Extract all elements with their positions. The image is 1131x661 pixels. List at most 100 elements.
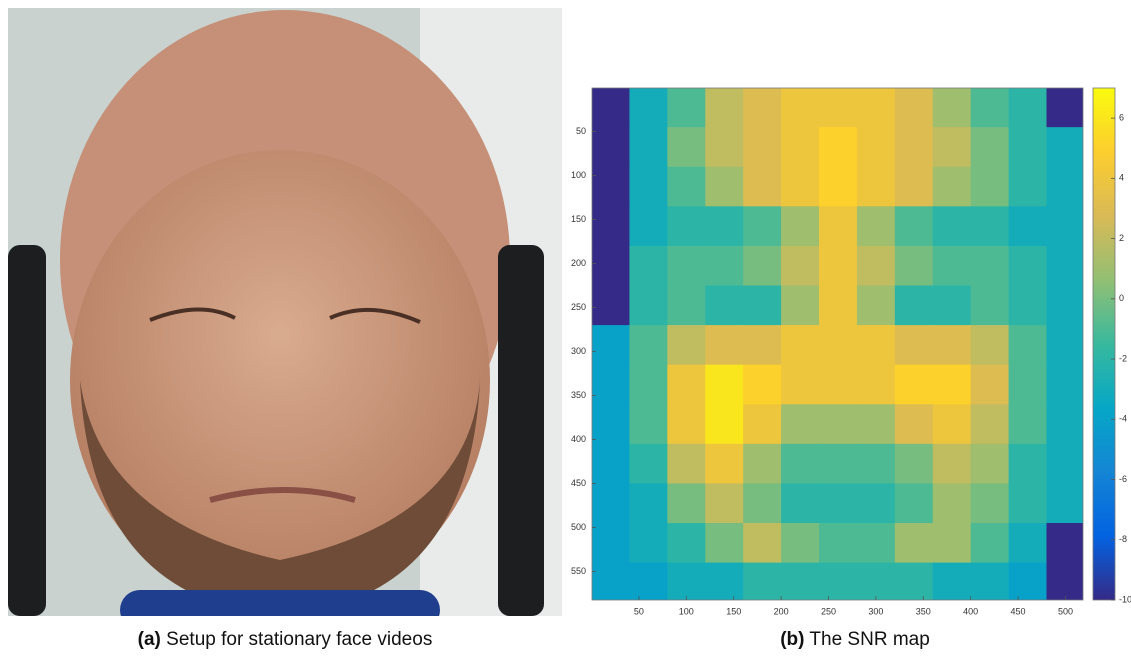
- heat-cell: [894, 127, 934, 168]
- heat-cell: [856, 127, 896, 168]
- heat-cell: [856, 88, 896, 128]
- heat-cell: [970, 523, 1010, 564]
- heat-cell: [856, 443, 896, 484]
- heat-cell: [856, 483, 896, 524]
- heat-cell: [705, 364, 744, 405]
- heat-cell: [894, 166, 934, 207]
- heat-cell: [667, 245, 706, 286]
- heat-cell: [1008, 404, 1048, 445]
- heat-cell: [629, 166, 668, 207]
- heat-cell: [1046, 364, 1083, 405]
- colorbar-tick-label: -10: [1119, 594, 1131, 604]
- heat-cell: [781, 88, 820, 128]
- heat-cell: [970, 127, 1010, 168]
- heat-cell: [592, 285, 630, 326]
- heat-cell: [781, 523, 820, 564]
- heat-cell: [856, 404, 896, 445]
- x-tick-label: 100: [679, 606, 694, 616]
- heat-cell: [856, 285, 896, 326]
- heat-cell: [932, 245, 972, 286]
- heat-cell: [667, 127, 706, 168]
- colorbar-tick-label: 4: [1119, 173, 1124, 183]
- x-tick-label: 200: [774, 606, 789, 616]
- heat-cell: [1046, 127, 1083, 168]
- heat-cell: [705, 166, 744, 207]
- heat-cell: [819, 127, 858, 168]
- heat-cell: [705, 325, 744, 366]
- heat-cell: [1008, 523, 1048, 564]
- x-tick-label: 300: [868, 606, 883, 616]
- heat-cell: [819, 562, 858, 600]
- x-tick-label: 350: [916, 606, 931, 616]
- heat-cell: [705, 562, 744, 600]
- heat-cell: [970, 404, 1010, 445]
- y-tick-label: 100: [571, 170, 586, 180]
- heat-cell: [743, 562, 782, 600]
- heat-cell: [705, 443, 744, 484]
- x-tick-label: 50: [634, 606, 644, 616]
- heat-cell: [1008, 245, 1048, 286]
- heat-cell: [667, 443, 706, 484]
- heat-cell: [743, 325, 782, 366]
- heat-cell: [629, 285, 668, 326]
- heat-cell: [705, 245, 744, 286]
- heat-cell: [592, 562, 630, 600]
- heat-cell: [856, 523, 896, 564]
- heat-cell: [819, 443, 858, 484]
- heat-cell: [1008, 562, 1048, 600]
- heat-cell: [932, 562, 972, 600]
- colorbar-tick-label: 6: [1119, 112, 1124, 122]
- colorbar-tick-label: 2: [1119, 233, 1124, 243]
- x-tick-label: 500: [1058, 606, 1073, 616]
- heat-cell: [894, 245, 934, 286]
- heat-cell: [705, 88, 744, 128]
- heat-cell: [970, 166, 1010, 207]
- heat-cell: [1046, 404, 1083, 445]
- heat-cell: [894, 443, 934, 484]
- caption-text: Setup for stationary face videos: [166, 629, 432, 650]
- heat-cell: [629, 245, 668, 286]
- y-tick-label: 150: [571, 214, 586, 224]
- heat-cell: [592, 325, 630, 366]
- caption: (a) Setup for stationary face videos: [138, 629, 433, 650]
- heat-cell: [629, 443, 668, 484]
- heat-cell: [743, 483, 782, 524]
- heat-cell: [1046, 88, 1083, 128]
- heat-cell: [1046, 245, 1083, 286]
- y-tick-label: 450: [571, 478, 586, 488]
- heat-cell: [667, 285, 706, 326]
- heat-cell: [667, 483, 706, 524]
- heat-cell: [629, 404, 668, 445]
- heat-cell: [781, 443, 820, 484]
- heat-cell: [743, 364, 782, 405]
- heat-cell: [667, 404, 706, 445]
- heat-cell: [667, 206, 706, 247]
- heat-cell: [667, 88, 706, 128]
- heat-cell: [743, 88, 782, 128]
- heat-cell: [743, 523, 782, 564]
- heat-cell: [970, 483, 1010, 524]
- heat-cell: [1046, 206, 1083, 247]
- heat-cell: [592, 245, 630, 286]
- heat-cell: [705, 127, 744, 168]
- y-tick-label: 350: [571, 390, 586, 400]
- heat-cell: [1046, 562, 1083, 600]
- heat-cell: [894, 364, 934, 405]
- heat-cell: [667, 562, 706, 600]
- heat-cell: [970, 364, 1010, 405]
- caption-label: (a): [138, 629, 161, 650]
- heat-cell: [819, 166, 858, 207]
- y-tick-label: 300: [571, 346, 586, 356]
- heat-cell: [1008, 325, 1048, 366]
- heat-cell: [819, 404, 858, 445]
- heat-cell: [592, 483, 630, 524]
- y-tick-label: 50: [576, 126, 586, 136]
- heat-cell: [819, 325, 858, 366]
- heat-cell: [781, 404, 820, 445]
- heat-cell: [932, 325, 972, 366]
- heat-cell: [705, 206, 744, 247]
- heat-cell: [1008, 364, 1048, 405]
- heat-cell: [970, 245, 1010, 286]
- heat-cell: [743, 127, 782, 168]
